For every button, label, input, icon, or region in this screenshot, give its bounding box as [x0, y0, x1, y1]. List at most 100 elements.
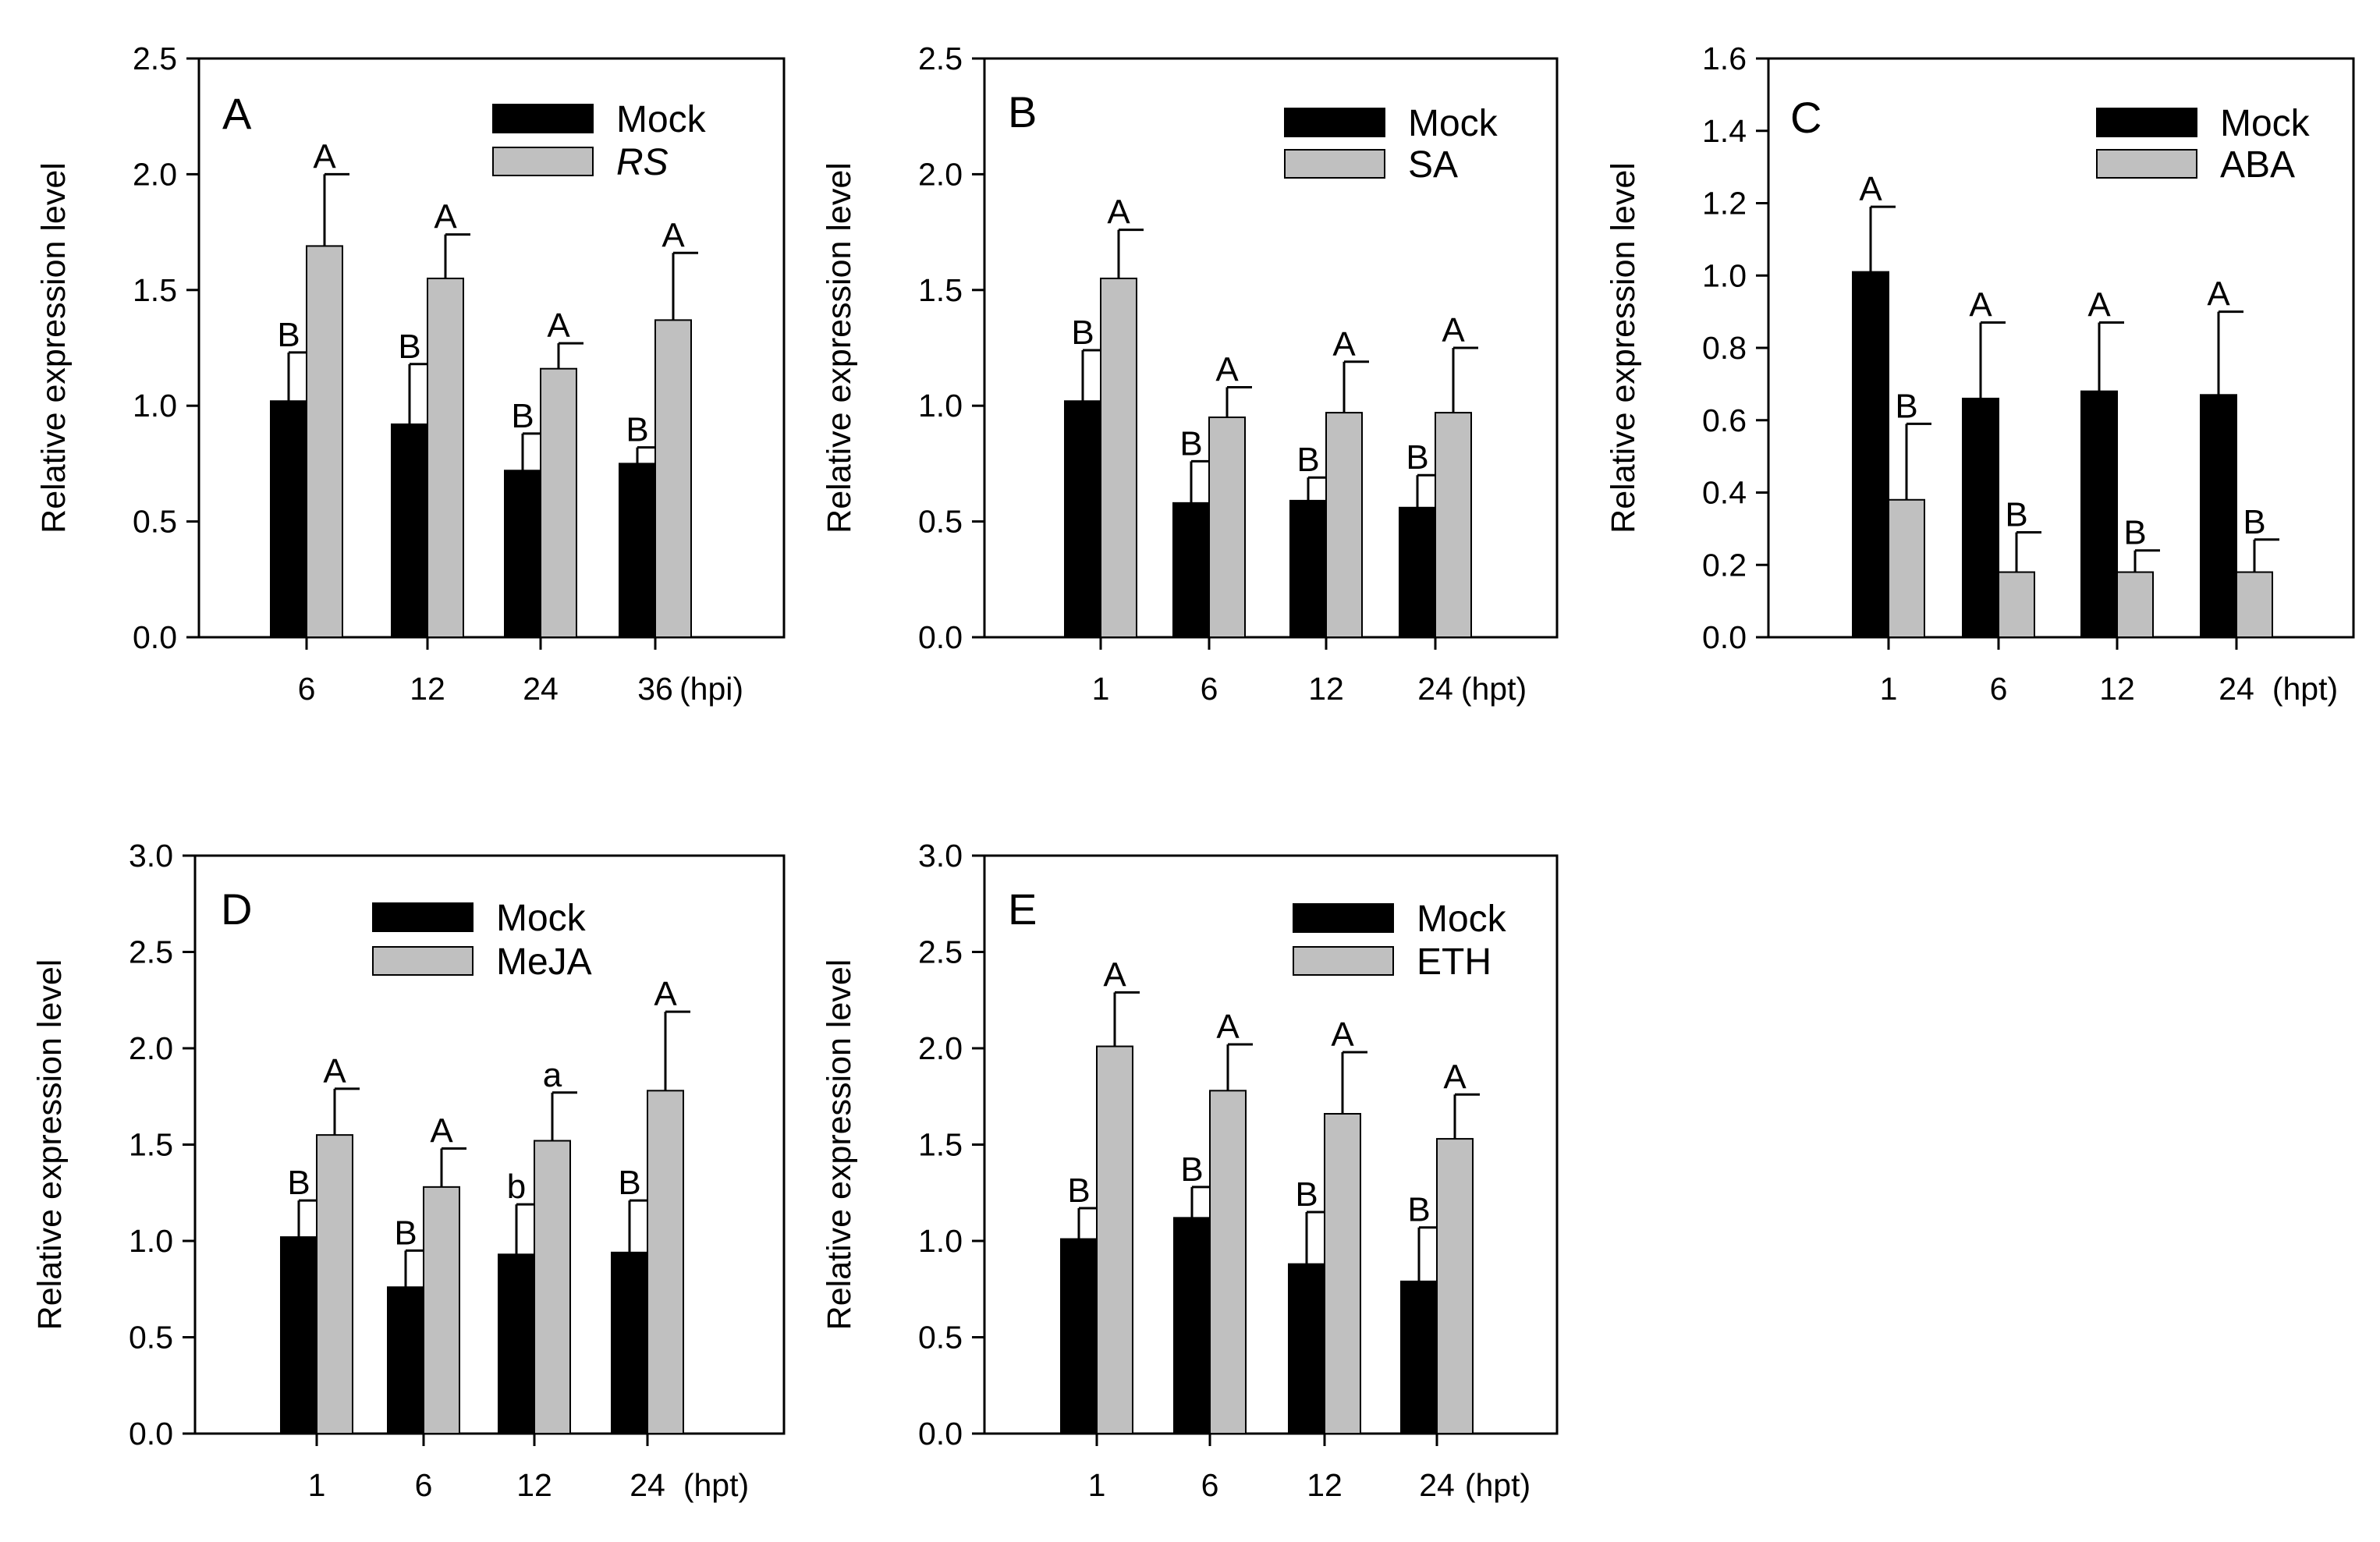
panel-a-bar-rs: [427, 277, 464, 638]
panel-d-y-axis-title: Relative expression level: [31, 959, 69, 1331]
panel-c-y-tick-label: 1.4: [1702, 113, 1747, 149]
panel-b-bar-sa: [1325, 412, 1363, 638]
panel-d-y-tick-label: 0.5: [129, 1320, 173, 1356]
panel-e-significance-label: A: [1216, 1008, 1240, 1046]
panel-d-bar-meja: [316, 1134, 353, 1435]
panel-d-x-tick-label: 24: [630, 1467, 665, 1503]
panel-e-significance-label: A: [1103, 955, 1126, 994]
panel-a-y-tick-label: 1.0: [133, 388, 177, 424]
panel-c-y-tick-label: 0.6: [1702, 402, 1747, 438]
panel-d-significance-label: A: [654, 975, 677, 1013]
panel-c-significance-label: A: [1969, 286, 1992, 324]
panel-e-bar-eth: [1324, 1112, 1361, 1434]
panel-c-bar-aba: [1888, 498, 1925, 639]
panel-b-plot-frame: [983, 57, 1559, 639]
panel-a-y-tick-label: 0.5: [133, 504, 177, 540]
panel-b-significance-label: A: [1442, 311, 1465, 349]
panel-a-bar-rs: [306, 245, 343, 638]
panel-e-y-tick-label: 1.0: [918, 1223, 963, 1259]
panel-b-legend-label-sa: SA: [1408, 144, 1458, 186]
panel-e-x-tick-label: 6: [1201, 1467, 1219, 1503]
panel-b-letter: B: [1008, 87, 1037, 136]
panel-d-significance-label: a: [543, 1056, 562, 1094]
panel-d-y-tick-label: 3.0: [129, 838, 173, 874]
panel-e-significance-label: B: [1407, 1191, 1430, 1229]
panel-c-bar-mock: [1852, 271, 1889, 638]
panel-d-significance-label: A: [323, 1052, 346, 1090]
panel-c-legend-label-aba: ABA: [2220, 144, 2295, 186]
panel-c-bar-aba: [2236, 571, 2273, 639]
panel-d-y-tick-label: 2.5: [129, 934, 173, 970]
panel-a-legend-swatch-rs: [492, 147, 594, 176]
panel-a-significance-label: A: [662, 216, 685, 254]
panel-b-x-tick-label: 1: [1092, 671, 1110, 707]
panel-d-bar-mock: [280, 1236, 317, 1435]
panel-e-x-tick-label: 1: [1088, 1467, 1106, 1503]
panel-b-significance-label: B: [1296, 441, 1319, 479]
panel-c-bar-aba: [1998, 571, 2035, 639]
panel-c-x-tick-label: 12: [2099, 671, 2135, 707]
panel-d-y-tick-label: 0.0: [129, 1416, 173, 1452]
panel-e-significance-label: B: [1180, 1150, 1203, 1189]
panel-b-significance-label: B: [1179, 424, 1202, 463]
panel-c-y-tick-label: 0.4: [1702, 475, 1747, 511]
panel-d-bar-meja: [647, 1090, 684, 1434]
panel-d-bar-meja: [534, 1140, 571, 1435]
panel-d-significance-label: B: [394, 1214, 417, 1252]
panel-d-significance-label: b: [507, 1168, 526, 1206]
panel-e-significance-label: A: [1331, 1016, 1354, 1054]
panel-d-letter: D: [221, 884, 252, 934]
panel-a-x-tick-label: 36: [637, 671, 673, 707]
panel-c-y-tick-label: 0.2: [1702, 547, 1747, 583]
panel-e-bar-eth: [1096, 1045, 1133, 1435]
panel-d-legend-swatch-mock: [372, 902, 474, 932]
panel-a-y-tick-label: 1.5: [133, 272, 177, 308]
panel-e-bar-eth: [1209, 1090, 1247, 1434]
panel-e-legend-label-eth: ETH: [1417, 941, 1491, 983]
panel-a-legend-swatch-mock: [492, 104, 594, 133]
panel-b-significance-label: A: [1215, 350, 1239, 388]
panel-c-x-tick-label: 6: [1990, 671, 2008, 707]
panel-e-x-unit-label: (hpt): [1465, 1467, 1531, 1503]
panel-b-significance-label: A: [1332, 325, 1356, 363]
panel-e-y-tick-label: 1.5: [918, 1127, 963, 1163]
panel-e-y-tick-label: 3.0: [918, 838, 963, 874]
panel-c-y-tick-label: 1.2: [1702, 186, 1747, 222]
panel-d-bar-mock: [498, 1253, 535, 1435]
panel-b-y-tick-label: 2.5: [918, 41, 963, 76]
panel-c-significance-label: B: [2123, 514, 2146, 552]
panel-a-significance-label: A: [313, 137, 336, 175]
panel-a-x-tick-label: 24: [523, 671, 559, 707]
panel-c-x-unit-label: (hpt): [2272, 671, 2338, 707]
panel-c-significance-label: A: [2207, 275, 2230, 314]
panel-d-significance-label: B: [618, 1164, 640, 1202]
panel-b-y-tick-label: 2.0: [918, 156, 963, 192]
panel-e-significance-label: A: [1443, 1058, 1467, 1096]
panel-c-legend-swatch-aba: [2096, 149, 2197, 179]
panel-a-x-tick-label: 6: [298, 671, 316, 707]
panel-d-legend-swatch-meja: [372, 946, 474, 976]
panel-c-significance-label: A: [1859, 170, 1882, 208]
panel-e-legend-swatch-mock: [1293, 903, 1394, 933]
panel-a-bar-rs: [540, 367, 577, 638]
panel-c-x-tick-label: 24: [2219, 671, 2254, 707]
panel-c-bar-mock: [2200, 394, 2237, 638]
panel-d-x-tick-label: 6: [415, 1467, 433, 1503]
panel-c-y-tick-label: 1.6: [1702, 41, 1747, 76]
panel-c-bar-mock: [1962, 397, 1999, 638]
panel-b-y-tick-label: 0.0: [918, 619, 963, 655]
panel-a-significance-label: B: [398, 328, 420, 366]
panel-a-y-tick-label: 0.0: [133, 619, 177, 655]
panel-c-legend-swatch-mock: [2096, 108, 2197, 137]
panel-e-bar-mock: [1173, 1217, 1211, 1434]
panel-c-y-tick-label: 1.0: [1702, 257, 1747, 293]
panel-c-bar-aba: [2116, 571, 2154, 639]
panel-b-y-tick-label: 1.0: [918, 388, 963, 424]
panel-c-significance-label: B: [1895, 387, 1917, 425]
panel-b-y-tick-label: 1.5: [918, 272, 963, 308]
panel-d-bar-mock: [387, 1286, 424, 1435]
panel-b-bar-mock: [1064, 400, 1101, 638]
panel-e-legend-label-mock: Mock: [1417, 899, 1507, 940]
panel-a-significance-label: B: [626, 411, 648, 449]
panel-b-bar-mock: [1172, 502, 1210, 639]
